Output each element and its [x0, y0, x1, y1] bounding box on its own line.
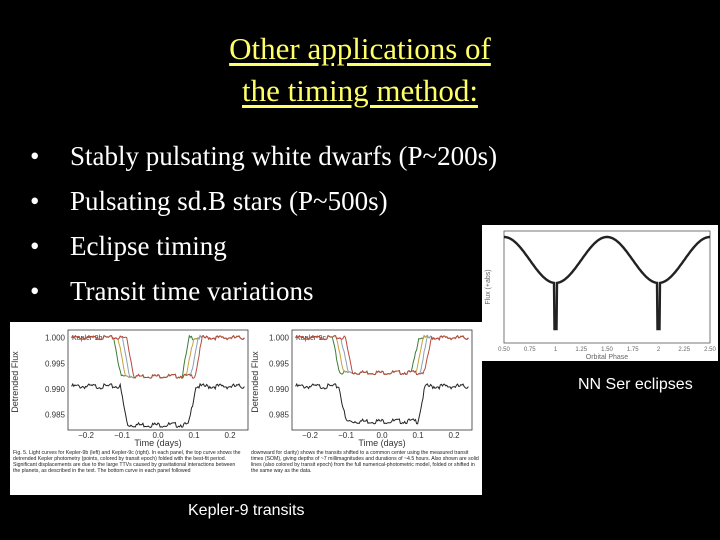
kepler-xtick: −0.1 — [114, 431, 130, 440]
kepler-ytick: 0.985 — [269, 411, 290, 420]
nn-ser-xtick: 0.75 — [524, 347, 536, 353]
nn-ser-frame — [503, 230, 711, 344]
nn-ser-xtick: 2.50 — [704, 347, 716, 353]
transit-curve — [71, 334, 245, 379]
kepler-ytick: 0.990 — [45, 385, 66, 394]
kepler-xtick: −0.1 — [338, 431, 354, 440]
kepler-ytick: 0.995 — [45, 359, 66, 368]
bullet-item: Stably pulsating white dwarfs (P~200s) — [30, 134, 497, 179]
kepler-xtick: 0.2 — [448, 431, 460, 440]
transit-curve — [71, 334, 245, 380]
kepler-9-plot: Kepler-9b Detrended Flux Time (days) 1.0… — [10, 329, 479, 474]
kepler-xlabel: Time (days) — [134, 438, 181, 448]
transit-curve — [295, 334, 469, 376]
kepler-xlabel: Time (days) — [358, 438, 405, 448]
nn-ser-xlabel: Orbital Phase — [586, 354, 629, 361]
nn-ser-xtick: 1.50 — [601, 347, 613, 353]
transit-curve — [71, 382, 245, 428]
kepler-ytick: 0.990 — [269, 385, 290, 394]
transit-curve — [71, 334, 245, 379]
kepler-xtick: −0.2 — [78, 431, 94, 440]
nn-ser-xtick: 2 — [657, 347, 661, 353]
panel-label: Kepler-9b — [72, 335, 102, 342]
slide-title: Other applications of the timing method: — [160, 28, 560, 112]
kepler-ytick: 0.985 — [45, 411, 66, 420]
nn-ser-xtick: 1 — [554, 347, 558, 353]
bullet-list: Stably pulsating white dwarfs (P~200s) P… — [30, 134, 497, 314]
bullet-item: Pulsating sd.B stars (P~500s) — [30, 179, 497, 224]
kepler-caption-left: Fig. 5. Light curves for Kepler-9b (left… — [13, 450, 241, 474]
kepler-ylabel: Detrended Flux — [250, 351, 260, 413]
nn-ser-light-curve — [504, 235, 710, 331]
kepler-xtick: 0.1 — [188, 431, 200, 440]
kepler-ylabel: Detrended Flux — [10, 351, 20, 413]
kepler-xtick: 0.0 — [376, 431, 388, 440]
bullet-item: Eclipse timing — [30, 224, 497, 269]
kepler-ytick: 1.000 — [45, 334, 66, 343]
title-line-1: Other applications of — [229, 31, 491, 66]
kepler-xtick: 0.2 — [224, 431, 236, 440]
kepler-xtick: 0.0 — [152, 431, 164, 440]
panel-label: Kepler-9c — [296, 335, 326, 342]
kepler-9b-panel: Kepler-9b Detrended Flux Time (days) 1.0… — [10, 329, 249, 448]
kepler-9-figure: Kepler-9b Detrended Flux Time (days) 1.0… — [10, 322, 482, 495]
transit-curve — [71, 334, 245, 379]
kepler-9-caption: Kepler-9 transits — [188, 502, 305, 519]
nn-ser-caption: NN Ser eclipses — [578, 376, 693, 393]
nn-ser-ylabel: Flux (+abs) — [485, 269, 492, 304]
kepler-xtick: −0.2 — [302, 431, 318, 440]
title-line-2: the timing method: — [242, 73, 478, 108]
kepler-9c-panel: Kepler-9c Detrended Flux Time (days) 1.0… — [250, 329, 473, 448]
kepler-caption-right: downward for clarity) shows the transits… — [251, 450, 479, 474]
nn-ser-xtick: 1.25 — [575, 347, 587, 353]
transit-curve — [295, 382, 469, 425]
nn-ser-xtick: 2.25 — [678, 347, 690, 353]
kepler-ytick: 1.000 — [269, 334, 290, 343]
nn-ser-xtick: 0.50 — [498, 347, 510, 353]
nn-ser-xticks: 0.50 0.75 1 1.25 1.50 1.75 2 2.25 2.50 — [498, 347, 716, 353]
bullet-item: Transit time variations — [30, 269, 497, 314]
kepler-ytick: 0.995 — [269, 359, 290, 368]
nn-ser-plot: Flux (+abs) 0.50 0.75 1 1.25 1.50 1.75 2 2.25 2.… — [485, 230, 716, 361]
nn-ser-xtick: 1.75 — [627, 347, 639, 353]
nn-ser-figure: Flux (+abs) 0.50 0.75 1 1.25 1.50 1.75 2 2.25 2.… — [482, 225, 718, 361]
kepler-xtick: 0.1 — [412, 431, 424, 440]
